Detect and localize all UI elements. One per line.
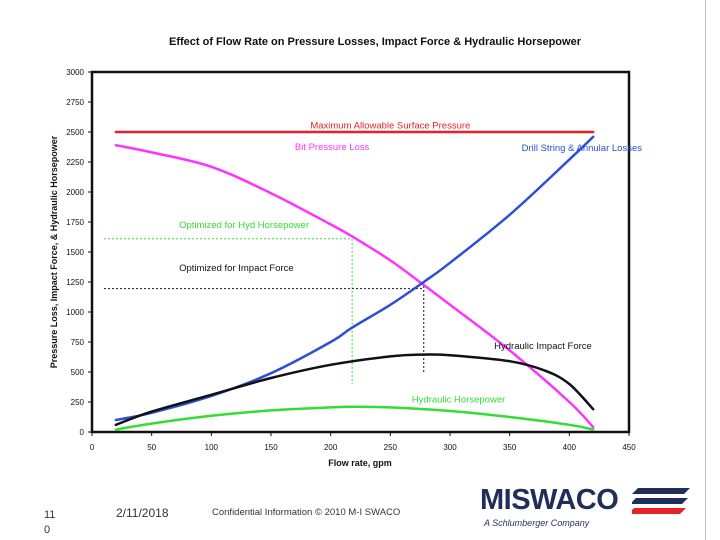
y-tick-label: 2000: [66, 188, 84, 197]
x-tick-label: 400: [563, 443, 577, 452]
x-axis-ticks: 0 50 100 150 200 250 300 350 400 450: [90, 432, 636, 452]
series-line-bit-pressure-loss: [114, 143, 595, 429]
x-tick-label: 250: [384, 443, 398, 452]
y-tick-label: 1250: [66, 278, 84, 287]
y-tick-label: 1500: [66, 248, 84, 257]
annotations: Maximum Allowable Surface Pressure Bit Pr…: [179, 120, 642, 405]
footer-confidential: Confidential Information © 2010 M-I SWAC…: [212, 507, 401, 518]
y-tick-label: 3000: [66, 68, 84, 77]
y-tick-label: 2500: [66, 128, 84, 137]
y-axis-ticks: 0 250 500 750 1000 1250 1500 1750 2000 2250 2500 27…: [66, 68, 92, 437]
x-tick-label: 200: [324, 443, 338, 452]
y-tick-label: 2750: [66, 98, 84, 107]
x-tick-label: 0: [90, 443, 95, 452]
y-tick-label: 0: [80, 428, 85, 437]
annotation-hydraulic-impact-force: Hydraulic Impact Force: [494, 341, 592, 352]
series-line-drill-string-annular-losses: [114, 135, 595, 422]
x-tick-label: 150: [264, 443, 278, 452]
flow-rate-chart: Effect of Flow Rate on Pressure Losses, …: [49, 36, 642, 468]
slide-edge-rule: [705, 0, 706, 540]
footer-date: 2/11/2018: [116, 506, 169, 520]
annotation-optimized-for-impact-force: Optimized for Impact Force: [179, 263, 294, 274]
x-axis-label: Flow rate, gpm: [328, 458, 392, 468]
y-tick-label: 1000: [66, 308, 84, 317]
y-tick-label: 250: [71, 398, 85, 407]
annotation-drill-string-annular-losses: Drill String & Annular Losses: [522, 143, 643, 154]
y-tick-label: 2250: [66, 158, 84, 167]
series-line-hydraulic-impact-force: [114, 353, 595, 427]
x-tick-label: 100: [205, 443, 219, 452]
x-tick-label: 450: [622, 443, 636, 452]
logo-stripes-icon: [632, 488, 690, 514]
x-tick-label: 50: [147, 443, 156, 452]
y-tick-label: 1750: [66, 218, 84, 227]
miswaco-logo: MISWACO A Schlumberger Company: [480, 484, 705, 536]
chart-title: Effect of Flow Rate on Pressure Losses, …: [169, 36, 582, 48]
reference-lines: [103, 238, 425, 384]
logo-subtitle: A Schlumberger Company: [484, 518, 590, 528]
annotation-hydraulic-horsepower: Hydraulic Horsepower: [412, 395, 505, 406]
y-tick-label: 500: [71, 368, 85, 377]
annotation-optimized-for-hyd-horsepower: Optimized for Hyd Horsepower: [179, 220, 309, 231]
logo-wordmark: MISWACO: [480, 484, 619, 516]
y-axis-label: Pressure Loss, Impact Force, & Hydraulic…: [49, 135, 59, 368]
slide-number: 11 0: [44, 509, 56, 536]
y-tick-label: 750: [71, 338, 85, 347]
x-tick-label: 300: [443, 443, 457, 452]
annotation-maximum-allowable-surface-pressure: Maximum Allowable Surface Pressure: [310, 120, 470, 131]
series-line-hydraulic-horsepower: [114, 405, 595, 431]
series-lines: [114, 130, 595, 431]
annotation-bit-pressure-loss: Bit Pressure Loss: [295, 142, 370, 153]
x-tick-label: 350: [503, 443, 517, 452]
